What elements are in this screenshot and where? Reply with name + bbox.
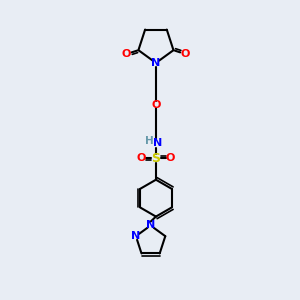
Text: O: O	[122, 49, 131, 59]
Text: O: O	[137, 153, 146, 163]
Text: H: H	[145, 136, 154, 146]
Text: N: N	[153, 138, 162, 148]
Text: S: S	[152, 152, 160, 164]
Text: N: N	[151, 58, 160, 68]
Text: N: N	[131, 231, 140, 241]
Text: O: O	[151, 100, 160, 110]
Text: O: O	[166, 153, 175, 163]
Text: N: N	[146, 220, 155, 230]
Text: O: O	[181, 49, 190, 59]
